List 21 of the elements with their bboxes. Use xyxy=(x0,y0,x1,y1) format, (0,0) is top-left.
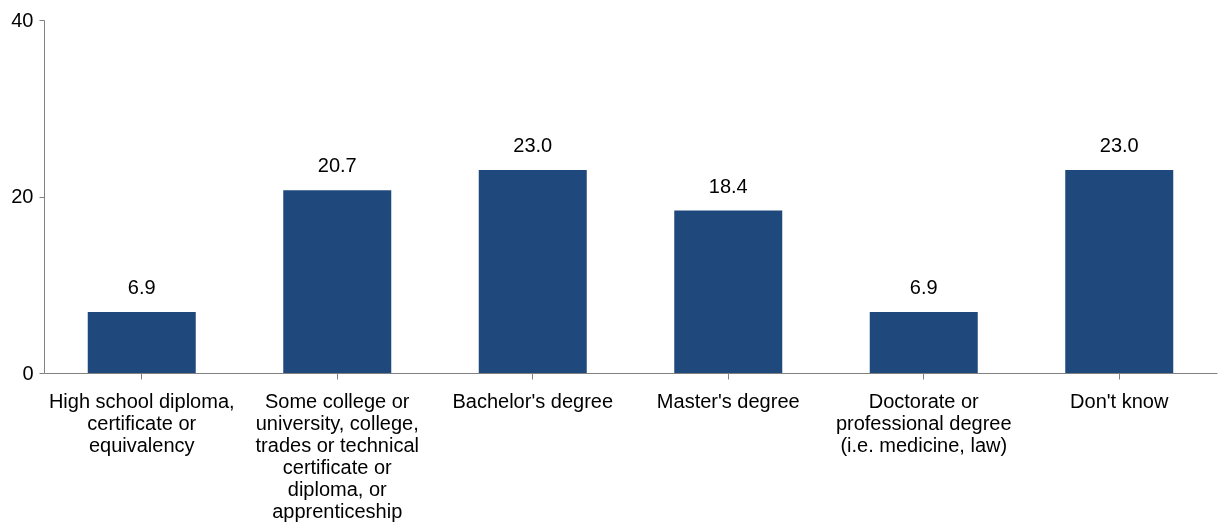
data-label: 23.0 xyxy=(1099,134,1139,157)
y-tick-label: 20 xyxy=(11,185,34,207)
data-label: 23.0 xyxy=(513,134,553,157)
x-tick-label: Doctorate or professional degree (i.e. medicine, law) xyxy=(835,389,1012,456)
x-tick-label: Bachelor's degree xyxy=(452,389,614,412)
bar xyxy=(674,210,783,373)
y-tick-label: 40 xyxy=(11,8,34,31)
bar xyxy=(869,312,978,373)
y-tick-label: 0 xyxy=(22,361,34,384)
x-tick-label: Some college or university, college, trades or technical certificate or diploma, or apprenticeship xyxy=(255,389,419,522)
data-label: 18.4 xyxy=(708,174,748,197)
data-label: 6.9 xyxy=(127,276,156,299)
x-tick-label: Master's degree xyxy=(656,389,800,412)
data-label: 20.7 xyxy=(317,154,357,177)
bar xyxy=(478,170,587,373)
data-label: 6.9 xyxy=(909,276,938,299)
bar xyxy=(283,190,392,373)
x-tick-label: Don't know xyxy=(1070,389,1169,412)
bar xyxy=(87,312,196,373)
bar xyxy=(1065,170,1174,373)
x-tick-label: High school diploma, certificate or equivalency xyxy=(48,389,235,456)
